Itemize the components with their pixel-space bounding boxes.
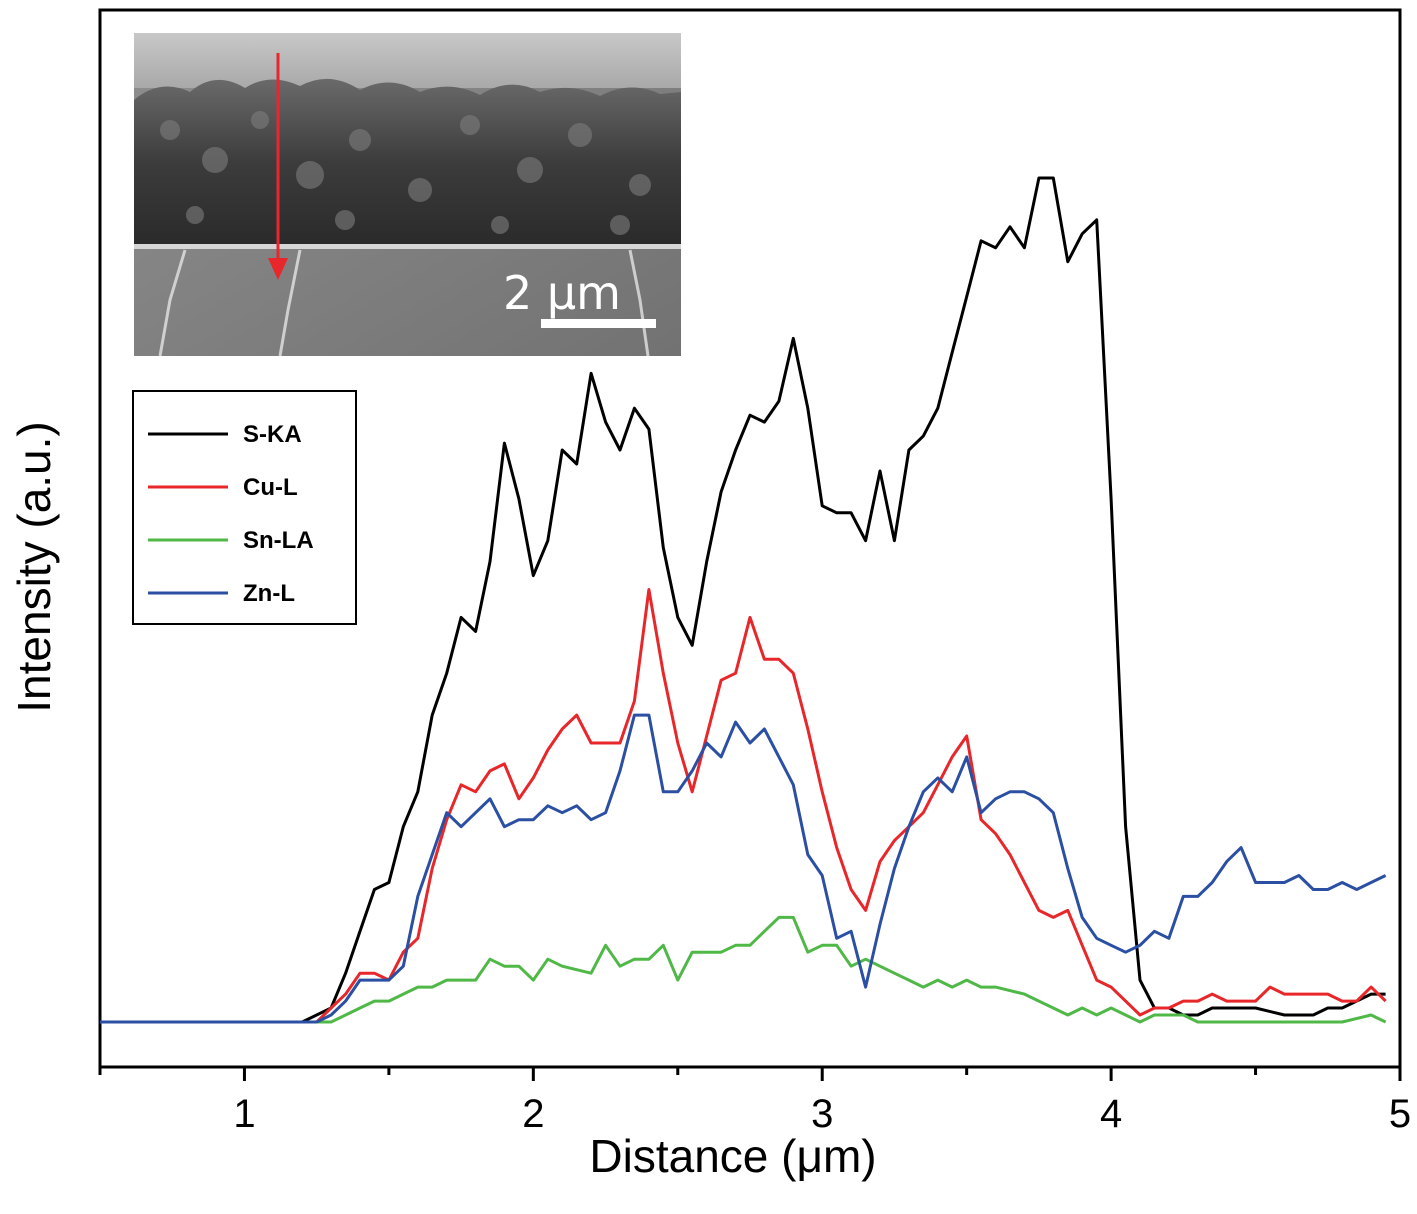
legend-label-s-ka: S-KA	[243, 421, 302, 448]
inset-sem-image	[134, 33, 681, 356]
x-tick-label: 3	[811, 1092, 833, 1136]
film-grains	[160, 111, 651, 235]
scale-bar-label: 2 μm	[503, 266, 621, 320]
y-axis-title: Intensity (a.u.)	[8, 421, 60, 712]
legend: S-KA Cu-L Sn-LA Zn-L	[132, 390, 357, 625]
scale-bar	[541, 319, 656, 328]
series-line-sn-la	[100, 915, 1387, 1024]
series-line-cu-l	[100, 588, 1387, 1024]
x-axis-title: Distance (μm)	[589, 1130, 876, 1182]
x-tick-label: 4	[1100, 1092, 1122, 1136]
substrate-cracks	[158, 249, 650, 356]
x-tick-label: 5	[1389, 1092, 1411, 1136]
legend-box	[132, 390, 357, 625]
legend-label-sn-la: Sn-LA	[243, 527, 314, 554]
plot-frame	[98, 8, 1402, 1069]
x-tick-label: 2	[522, 1092, 544, 1136]
x-tick-label: 1	[233, 1092, 255, 1136]
interface-line	[134, 244, 681, 249]
film-layer	[134, 78, 681, 246]
legend-label-cu-l: Cu-L	[243, 474, 298, 501]
x-axis: 1 2 3 4 5	[98, 1067, 1411, 1136]
legend-label-zn-l: Zn-L	[243, 580, 295, 607]
series-group	[100, 176, 1387, 1024]
line-scan-arrow	[268, 53, 288, 280]
series-line-zn-l	[100, 713, 1387, 1024]
